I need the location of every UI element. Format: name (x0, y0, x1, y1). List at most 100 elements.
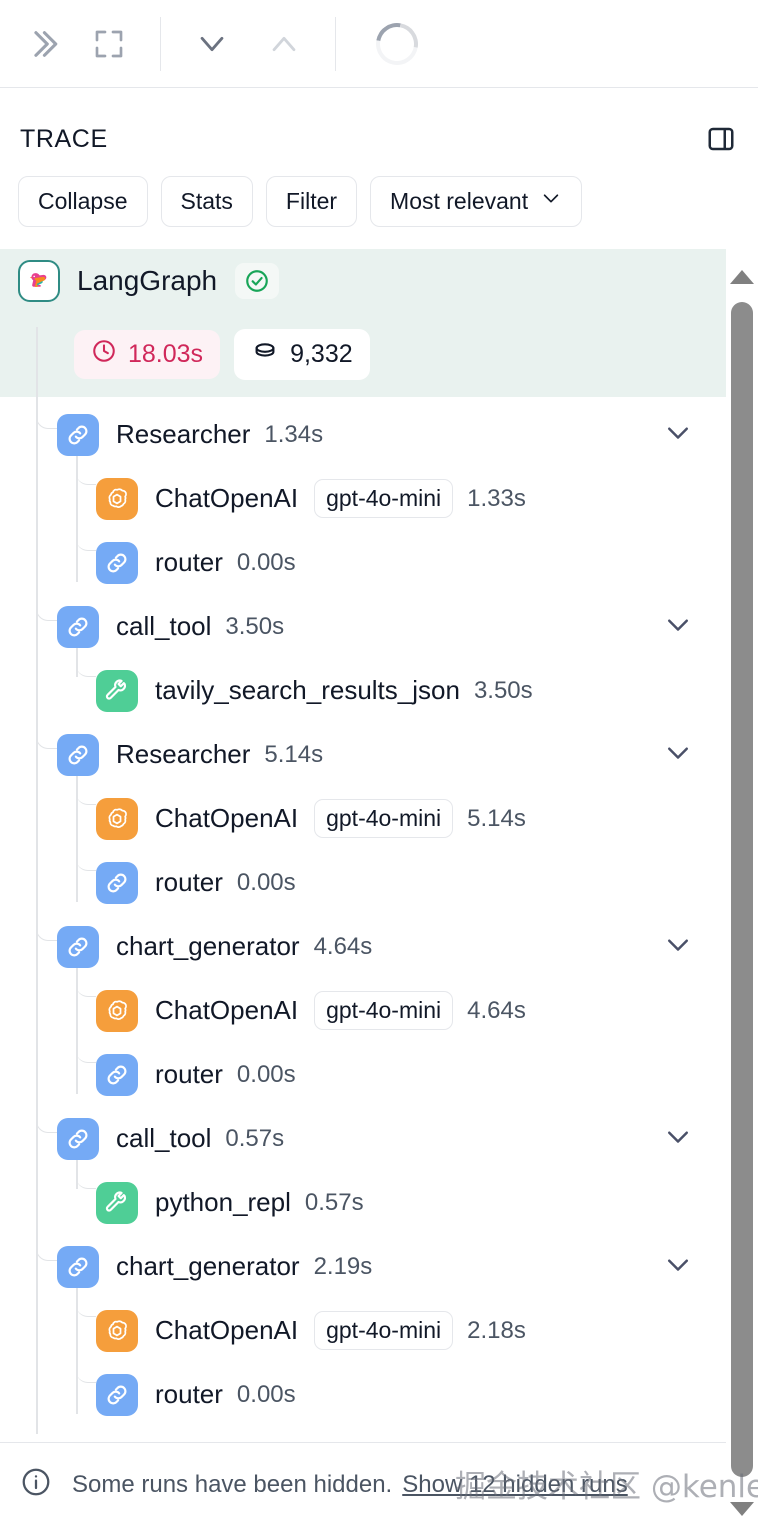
run-time: 4.64s (313, 932, 373, 960)
trace-tree-container: LangGraph 18.03s (0, 248, 758, 1434)
openai-icon (96, 797, 138, 840)
run-row-chart-generator-2[interactable]: chart_generator 2.19s (0, 1235, 726, 1299)
run-row-chatopenai-4[interactable]: ChatOpenAI gpt-4o-mini 2.18s (0, 1299, 726, 1363)
openai-icon (96, 989, 138, 1032)
model-tag: gpt-4o-mini (314, 479, 454, 519)
chevron-up-icon[interactable] (259, 19, 309, 69)
run-time: 0.00s (236, 548, 296, 576)
run-row-router-1[interactable]: router 0.00s (0, 531, 726, 595)
chevron-down-icon[interactable] (663, 1249, 693, 1284)
chevron-down-icon (540, 187, 562, 216)
tree-connector (36, 898, 58, 941)
run-row-researcher-1[interactable]: Researcher 1.34s (0, 403, 726, 467)
spinner-icon (367, 14, 427, 73)
scrollbar-thumb[interactable] (731, 302, 753, 1477)
run-row-chatopenai-3[interactable]: ChatOpenAI gpt-4o-mini 4.64s (0, 979, 726, 1043)
run-name: chart_generator (116, 1251, 300, 1282)
hidden-runs-bar: Some runs have been hidden. Show 12 hidd… (0, 1442, 758, 1526)
chevron-down-icon[interactable] (663, 417, 693, 452)
run-group-5: call_tool 0.57s python_repl 0.57s (0, 1090, 726, 1235)
page-title: TRACE (20, 124, 108, 153)
run-name: call_tool (116, 611, 212, 642)
child-runs: Researcher 1.34s ChatOpenAI (0, 326, 726, 1434)
run-time: 1.34s (264, 420, 324, 448)
vertical-scrollbar[interactable] (726, 260, 758, 1526)
run-row-chart-generator-1[interactable]: chart_generator 4.64s (0, 915, 726, 979)
sidebar-toggle-icon[interactable] (704, 122, 738, 156)
collapse-button[interactable]: Collapse (18, 176, 148, 227)
tree-connector (36, 1218, 58, 1261)
run-group-1: Researcher 1.34s ChatOpenAI (0, 386, 726, 595)
tree-subtrunk (76, 640, 78, 677)
tokens-value: 9,332 (290, 340, 353, 369)
run-row-call-tool-2[interactable]: call_tool 0.57s (0, 1107, 726, 1171)
run-time: 0.57s (225, 1124, 285, 1152)
tree-connector (76, 449, 96, 485)
run-row-call-tool-1[interactable]: call_tool 3.50s (0, 595, 726, 659)
run-name: ChatOpenAI (155, 803, 299, 834)
tree-trunk (36, 326, 38, 1434)
chain-link-icon (96, 541, 138, 584)
run-row-router-4[interactable]: router 0.00s (0, 1363, 726, 1427)
run-name: ChatOpenAI (155, 995, 299, 1026)
run-row-router-3[interactable]: router 0.00s (0, 1043, 726, 1107)
run-name: Researcher (116, 419, 251, 450)
chevrons-right-icon[interactable] (18, 19, 68, 69)
run-name: ChatOpenAI (155, 1315, 299, 1346)
run-name: ChatOpenAI (155, 483, 299, 514)
filter-button[interactable]: Filter (265, 176, 358, 227)
run-row-tavily[interactable]: tavily_search_results_json 3.50s (0, 659, 726, 723)
hidden-runs-message: Some runs have been hidden. (72, 1470, 393, 1498)
run-row-chatopenai-2[interactable]: ChatOpenAI gpt-4o-mini 5.14s (0, 787, 726, 851)
wrench-tool-icon (96, 1181, 138, 1224)
triangle-down-icon[interactable] (730, 1502, 754, 1516)
latency-badge: 18.03s (74, 330, 221, 380)
maximize-icon[interactable] (84, 19, 134, 69)
tree-connector (76, 1153, 96, 1189)
root-run-metrics: 18.03s 9,332 (0, 312, 726, 397)
run-row-router-2[interactable]: router 0.00s (0, 851, 726, 915)
chain-link-icon (96, 1373, 138, 1416)
stats-label: Stats (180, 188, 233, 214)
run-time: 5.14s (467, 804, 526, 832)
stats-button[interactable]: Stats (160, 176, 253, 227)
run-row-python-repl[interactable]: python_repl 0.57s (0, 1171, 726, 1235)
info-circle-icon (20, 1466, 52, 1503)
chevron-down-icon[interactable] (663, 609, 693, 644)
tree-connector (76, 1027, 96, 1063)
tree-connector (76, 769, 96, 805)
triangle-up-icon[interactable] (730, 270, 754, 284)
wrench-tool-icon (96, 669, 138, 712)
root-run-langgraph[interactable]: LangGraph 18.03s (0, 248, 726, 397)
clock-icon (91, 338, 117, 371)
tree-connector (76, 961, 96, 997)
langchain-parrot-icon (18, 259, 60, 302)
run-row-researcher-2[interactable]: Researcher 5.14s (0, 723, 726, 787)
latency-value: 18.03s (128, 340, 204, 369)
chevron-down-icon[interactable] (663, 1121, 693, 1156)
toolbar-divider-2 (335, 16, 336, 71)
run-row-chatopenai-1[interactable]: ChatOpenAI gpt-4o-mini 1.33s (0, 467, 726, 531)
run-group-6: chart_generator 2.19s ChatOpenA (0, 1218, 726, 1427)
run-name: tavily_search_results_json (155, 675, 460, 706)
run-name: router (155, 547, 223, 578)
run-time: 0.00s (236, 868, 296, 896)
run-time: 3.50s (473, 676, 533, 704)
run-name: python_repl (155, 1187, 291, 1218)
chevron-down-icon[interactable] (663, 737, 693, 772)
run-time: 0.57s (304, 1188, 364, 1216)
root-run-row[interactable]: LangGraph (0, 248, 726, 313)
tree-connector (76, 1281, 96, 1317)
run-name: Researcher (116, 739, 251, 770)
model-tag: gpt-4o-mini (314, 799, 454, 839)
sort-dropdown[interactable]: Most relevant (370, 176, 583, 227)
tree-connector (36, 706, 58, 749)
chevron-down-icon[interactable] (187, 19, 237, 69)
run-time: 5.14s (264, 740, 324, 768)
chevron-down-icon[interactable] (663, 929, 693, 964)
run-group-2: call_tool 3.50s tavily_search_results_js… (0, 578, 726, 723)
show-hidden-runs-link[interactable]: Show 12 hidden runs (402, 1470, 628, 1498)
chain-link-icon (96, 861, 138, 904)
run-time: 0.00s (236, 1380, 296, 1408)
tree-connector (76, 515, 96, 551)
